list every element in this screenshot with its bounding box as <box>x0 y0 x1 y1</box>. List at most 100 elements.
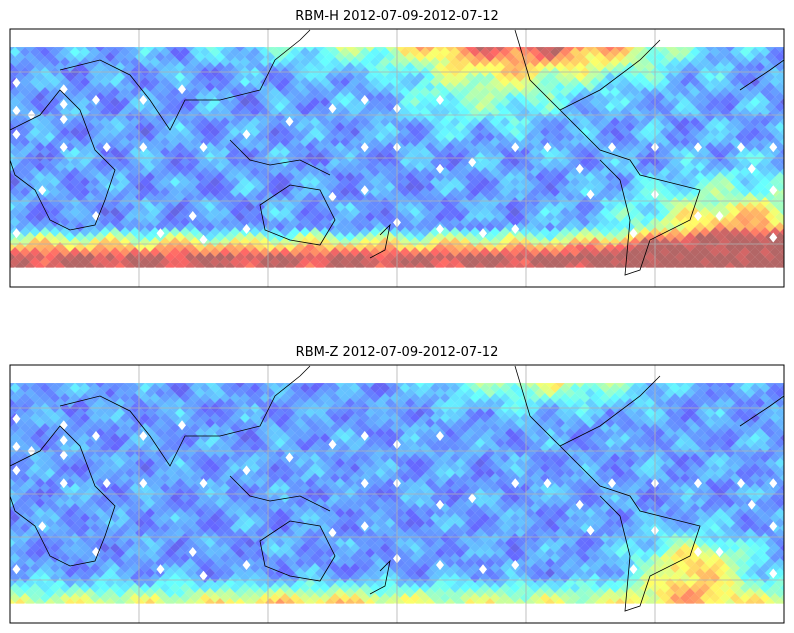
field-cell <box>10 92 15 103</box>
field-cell <box>190 57 200 68</box>
field-cell <box>0 67 10 77</box>
field-cell <box>0 438 5 448</box>
station-marker <box>242 223 251 234</box>
station-marker <box>737 142 745 153</box>
field-cell <box>10 152 15 163</box>
field-cell <box>10 388 15 399</box>
field-cell <box>780 58 784 67</box>
field-cell <box>790 177 794 187</box>
field-cell <box>740 57 750 68</box>
field-cell <box>430 57 440 68</box>
field-cell <box>790 227 794 237</box>
field-cell <box>10 212 15 223</box>
field-cell <box>700 57 710 68</box>
field-cell <box>600 57 610 68</box>
field-cell <box>70 57 80 68</box>
field-cell <box>250 57 260 68</box>
field-cell <box>785 42 794 52</box>
map-panel-rbm-h <box>0 28 794 288</box>
field-cell <box>0 227 10 237</box>
field-cell <box>790 167 794 177</box>
field-cell <box>0 102 5 112</box>
field-cell <box>590 57 600 68</box>
data-field-rbm-z <box>0 365 794 623</box>
field-cell <box>780 88 784 97</box>
field-cell <box>280 57 290 68</box>
field-cell <box>40 57 50 68</box>
field-cell <box>0 147 10 157</box>
field-cell <box>580 57 590 68</box>
field-cell <box>785 182 794 192</box>
station-marker <box>511 223 520 234</box>
field-cell <box>0 122 5 132</box>
field-cell <box>10 242 15 253</box>
map-frame <box>9 28 785 288</box>
field-cell <box>380 57 390 68</box>
field-cell <box>0 413 10 423</box>
field-cell <box>790 423 794 433</box>
field-cell <box>785 262 794 272</box>
field-cell <box>785 192 794 202</box>
field-cell <box>775 142 784 153</box>
field-cell <box>150 57 160 68</box>
field-cell <box>10 172 15 183</box>
field-cell <box>10 142 15 153</box>
field-cell <box>0 247 10 257</box>
field-cell <box>780 384 784 393</box>
station-marker <box>328 191 337 202</box>
field-cell <box>785 102 794 112</box>
field-cell <box>785 388 794 398</box>
field-cell <box>780 198 784 207</box>
field-cell <box>780 148 784 157</box>
field-cell <box>0 262 5 272</box>
field-cell <box>340 57 350 68</box>
field-cell <box>790 217 794 227</box>
field-cell <box>550 57 560 68</box>
field-cell <box>0 232 5 242</box>
station-marker <box>360 185 369 196</box>
station-marker <box>59 142 68 153</box>
field-cell <box>785 428 794 438</box>
field-cell <box>0 388 5 398</box>
field-cell <box>780 118 784 127</box>
field-cell <box>780 158 784 167</box>
field-cell <box>0 197 10 207</box>
field-cell <box>785 398 794 408</box>
field-cell <box>790 197 794 207</box>
field-cell <box>780 108 784 117</box>
field-cell <box>790 443 794 453</box>
field-cell <box>0 142 5 152</box>
field-cell <box>170 57 180 68</box>
field-cell <box>710 57 720 68</box>
field-cell <box>775 388 784 399</box>
field-cell <box>780 78 784 87</box>
station-marker <box>715 211 724 222</box>
field-cell <box>0 458 5 468</box>
field-cell <box>775 152 784 163</box>
field-cell <box>560 57 570 68</box>
field-cell <box>410 57 420 68</box>
field-cell <box>775 232 784 243</box>
field-cell <box>0 443 10 453</box>
field-cell <box>785 172 794 182</box>
field-cell <box>0 157 10 167</box>
field-cell <box>790 67 794 77</box>
panel-title-rbm-h: RBM-H 2012-07-09-2012-07-12 <box>295 9 499 24</box>
field-cell <box>0 252 5 262</box>
coastlines <box>10 29 784 276</box>
field-cell <box>785 82 794 92</box>
station-marker <box>360 94 369 105</box>
field-cell <box>0 192 5 202</box>
field-cell <box>180 57 190 68</box>
field-cell <box>390 57 400 68</box>
field-cell <box>775 172 784 183</box>
field-cell <box>785 162 794 172</box>
field-cell <box>160 57 170 68</box>
field-cell <box>0 112 5 122</box>
field-cell <box>0 222 5 232</box>
field-cell <box>0 42 5 52</box>
field-cell <box>0 92 5 102</box>
field-cell <box>450 57 460 68</box>
field-cell <box>775 242 784 253</box>
